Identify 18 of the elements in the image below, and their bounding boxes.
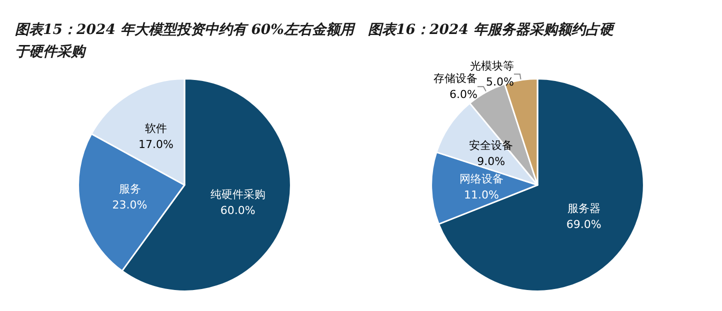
slice-label: 软件 xyxy=(144,122,167,136)
data-label: 6.0% xyxy=(449,88,478,102)
data-label: 69.0% xyxy=(566,218,602,232)
slice-label: 存储设备 xyxy=(433,72,478,86)
slice-label: 网络设备 xyxy=(459,172,504,186)
data-label: 60.0% xyxy=(220,204,256,217)
slice-label: 光模块等 xyxy=(470,60,514,73)
chart-title: 图表15：2024 年大模型投资中约有 60%左右金额用于硬件采购 xyxy=(15,21,356,60)
slice-label: 服务器 xyxy=(567,202,600,216)
slice-label: 服务 xyxy=(118,182,141,196)
data-label: 5.0% xyxy=(486,76,514,89)
data-label: 23.0% xyxy=(112,198,148,212)
data-label: 11.0% xyxy=(464,188,499,202)
data-label: 9.0% xyxy=(477,154,506,168)
slice-label: 纯硬件采购 xyxy=(210,188,266,201)
slice-label: 安全设备 xyxy=(469,138,514,152)
chart-title: 图表16：2024 年服务器采购额约占硬 xyxy=(368,21,616,38)
data-label: 17.0% xyxy=(138,138,174,152)
